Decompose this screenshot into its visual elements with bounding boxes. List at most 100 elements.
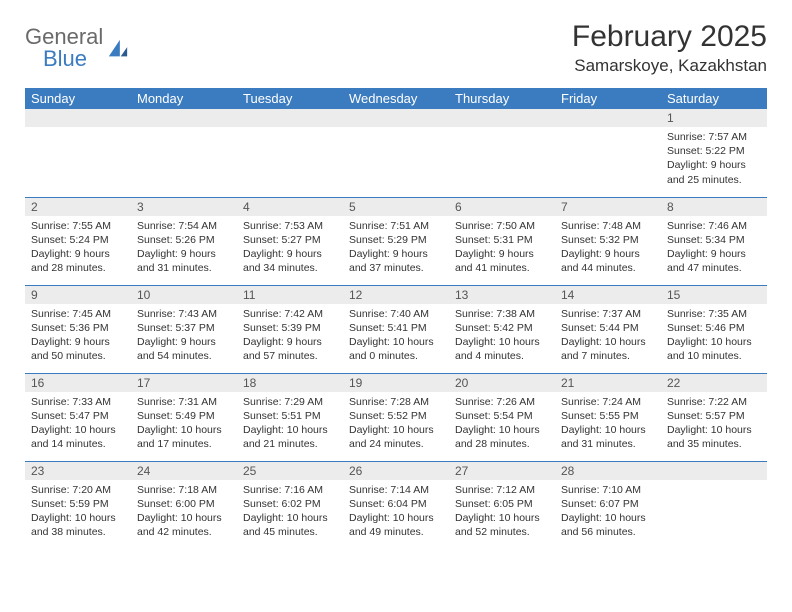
sunrise-line: Sunrise: 7:48 AM [561, 219, 655, 233]
day-number [131, 109, 237, 127]
calendar-cell [131, 109, 237, 197]
day-body: Sunrise: 7:46 AMSunset: 5:34 PMDaylight:… [661, 216, 767, 280]
day-body: Sunrise: 7:42 AMSunset: 5:39 PMDaylight:… [237, 304, 343, 368]
daylight-line: Daylight: 9 hours and 50 minutes. [31, 335, 125, 363]
daylight-line: Daylight: 10 hours and 38 minutes. [31, 511, 125, 539]
month-title: February 2025 [572, 20, 767, 54]
day-body: Sunrise: 7:35 AMSunset: 5:46 PMDaylight:… [661, 304, 767, 368]
sunset-line: Sunset: 5:46 PM [667, 321, 761, 335]
sunrise-line: Sunrise: 7:38 AM [455, 307, 549, 321]
day-number: 15 [661, 286, 767, 304]
day-body: Sunrise: 7:57 AMSunset: 5:22 PMDaylight:… [661, 127, 767, 191]
title-block: February 2025 Samarskoye, Kazakhstan [572, 20, 767, 76]
calendar-cell: 8Sunrise: 7:46 AMSunset: 5:34 PMDaylight… [661, 197, 767, 285]
day-body [555, 127, 661, 134]
calendar-cell: 5Sunrise: 7:51 AMSunset: 5:29 PMDaylight… [343, 197, 449, 285]
sunset-line: Sunset: 5:55 PM [561, 409, 655, 423]
calendar-cell: 22Sunrise: 7:22 AMSunset: 5:57 PMDayligh… [661, 373, 767, 461]
day-number: 3 [131, 198, 237, 216]
calendar-cell: 23Sunrise: 7:20 AMSunset: 5:59 PMDayligh… [25, 461, 131, 549]
sunset-line: Sunset: 6:07 PM [561, 497, 655, 511]
calendar-cell: 1Sunrise: 7:57 AMSunset: 5:22 PMDaylight… [661, 109, 767, 197]
daylight-line: Daylight: 10 hours and 4 minutes. [455, 335, 549, 363]
day-number: 28 [555, 462, 661, 480]
sunrise-line: Sunrise: 7:12 AM [455, 483, 549, 497]
day-number: 12 [343, 286, 449, 304]
calendar-cell: 20Sunrise: 7:26 AMSunset: 5:54 PMDayligh… [449, 373, 555, 461]
daylight-line: Daylight: 10 hours and 35 minutes. [667, 423, 761, 451]
calendar-cell: 2Sunrise: 7:55 AMSunset: 5:24 PMDaylight… [25, 197, 131, 285]
sunset-line: Sunset: 5:37 PM [137, 321, 231, 335]
header: General Blue February 2025 Samarskoye, K… [25, 20, 767, 76]
sunset-line: Sunset: 6:05 PM [455, 497, 549, 511]
sunrise-line: Sunrise: 7:24 AM [561, 395, 655, 409]
day-number: 2 [25, 198, 131, 216]
daylight-line: Daylight: 9 hours and 47 minutes. [667, 247, 761, 275]
calendar-cell: 17Sunrise: 7:31 AMSunset: 5:49 PMDayligh… [131, 373, 237, 461]
day-body: Sunrise: 7:33 AMSunset: 5:47 PMDaylight:… [25, 392, 131, 456]
calendar-cell: 9Sunrise: 7:45 AMSunset: 5:36 PMDaylight… [25, 285, 131, 373]
sunrise-line: Sunrise: 7:40 AM [349, 307, 443, 321]
calendar-cell: 13Sunrise: 7:38 AMSunset: 5:42 PMDayligh… [449, 285, 555, 373]
day-body: Sunrise: 7:14 AMSunset: 6:04 PMDaylight:… [343, 480, 449, 544]
day-body: Sunrise: 7:50 AMSunset: 5:31 PMDaylight:… [449, 216, 555, 280]
day-body: Sunrise: 7:51 AMSunset: 5:29 PMDaylight:… [343, 216, 449, 280]
sunset-line: Sunset: 5:27 PM [243, 233, 337, 247]
sunrise-line: Sunrise: 7:42 AM [243, 307, 337, 321]
daylight-line: Daylight: 9 hours and 31 minutes. [137, 247, 231, 275]
day-body [131, 127, 237, 134]
daylight-line: Daylight: 9 hours and 28 minutes. [31, 247, 125, 275]
sunset-line: Sunset: 5:41 PM [349, 321, 443, 335]
sunrise-line: Sunrise: 7:29 AM [243, 395, 337, 409]
sunset-line: Sunset: 5:54 PM [455, 409, 549, 423]
day-number [237, 109, 343, 127]
daylight-line: Daylight: 10 hours and 42 minutes. [137, 511, 231, 539]
sunset-line: Sunset: 5:31 PM [455, 233, 549, 247]
calendar-cell [449, 109, 555, 197]
day-body: Sunrise: 7:40 AMSunset: 5:41 PMDaylight:… [343, 304, 449, 368]
day-number: 26 [343, 462, 449, 480]
daylight-line: Daylight: 9 hours and 41 minutes. [455, 247, 549, 275]
day-number: 18 [237, 374, 343, 392]
day-number [25, 109, 131, 127]
sunset-line: Sunset: 5:22 PM [667, 144, 761, 158]
daylight-line: Daylight: 9 hours and 25 minutes. [667, 158, 761, 186]
sunset-line: Sunset: 5:51 PM [243, 409, 337, 423]
daylight-line: Daylight: 9 hours and 54 minutes. [137, 335, 231, 363]
daylight-line: Daylight: 10 hours and 21 minutes. [243, 423, 337, 451]
weekday-header: Saturday [661, 88, 767, 109]
day-number: 19 [343, 374, 449, 392]
calendar-cell: 19Sunrise: 7:28 AMSunset: 5:52 PMDayligh… [343, 373, 449, 461]
day-body: Sunrise: 7:10 AMSunset: 6:07 PMDaylight:… [555, 480, 661, 544]
calendar-row: 2Sunrise: 7:55 AMSunset: 5:24 PMDaylight… [25, 197, 767, 285]
day-number: 17 [131, 374, 237, 392]
day-number: 4 [237, 198, 343, 216]
calendar-cell: 3Sunrise: 7:54 AMSunset: 5:26 PMDaylight… [131, 197, 237, 285]
day-body: Sunrise: 7:29 AMSunset: 5:51 PMDaylight:… [237, 392, 343, 456]
day-number: 5 [343, 198, 449, 216]
sunset-line: Sunset: 5:47 PM [31, 409, 125, 423]
day-body [661, 480, 767, 487]
calendar-cell: 16Sunrise: 7:33 AMSunset: 5:47 PMDayligh… [25, 373, 131, 461]
daylight-line: Daylight: 10 hours and 28 minutes. [455, 423, 549, 451]
daylight-line: Daylight: 10 hours and 24 minutes. [349, 423, 443, 451]
day-number [661, 462, 767, 480]
sunrise-line: Sunrise: 7:28 AM [349, 395, 443, 409]
daylight-line: Daylight: 10 hours and 31 minutes. [561, 423, 655, 451]
sunrise-line: Sunrise: 7:35 AM [667, 307, 761, 321]
calendar-cell: 14Sunrise: 7:37 AMSunset: 5:44 PMDayligh… [555, 285, 661, 373]
calendar-cell [661, 461, 767, 549]
calendar-cell [343, 109, 449, 197]
logo-word2: Blue [43, 48, 103, 70]
daylight-line: Daylight: 10 hours and 52 minutes. [455, 511, 549, 539]
daylight-line: Daylight: 9 hours and 34 minutes. [243, 247, 337, 275]
sunrise-line: Sunrise: 7:33 AM [31, 395, 125, 409]
day-body: Sunrise: 7:43 AMSunset: 5:37 PMDaylight:… [131, 304, 237, 368]
day-number: 21 [555, 374, 661, 392]
daylight-line: Daylight: 10 hours and 10 minutes. [667, 335, 761, 363]
day-body: Sunrise: 7:22 AMSunset: 5:57 PMDaylight:… [661, 392, 767, 456]
sunset-line: Sunset: 5:34 PM [667, 233, 761, 247]
sunrise-line: Sunrise: 7:31 AM [137, 395, 231, 409]
daylight-line: Daylight: 9 hours and 37 minutes. [349, 247, 443, 275]
calendar-cell: 18Sunrise: 7:29 AMSunset: 5:51 PMDayligh… [237, 373, 343, 461]
